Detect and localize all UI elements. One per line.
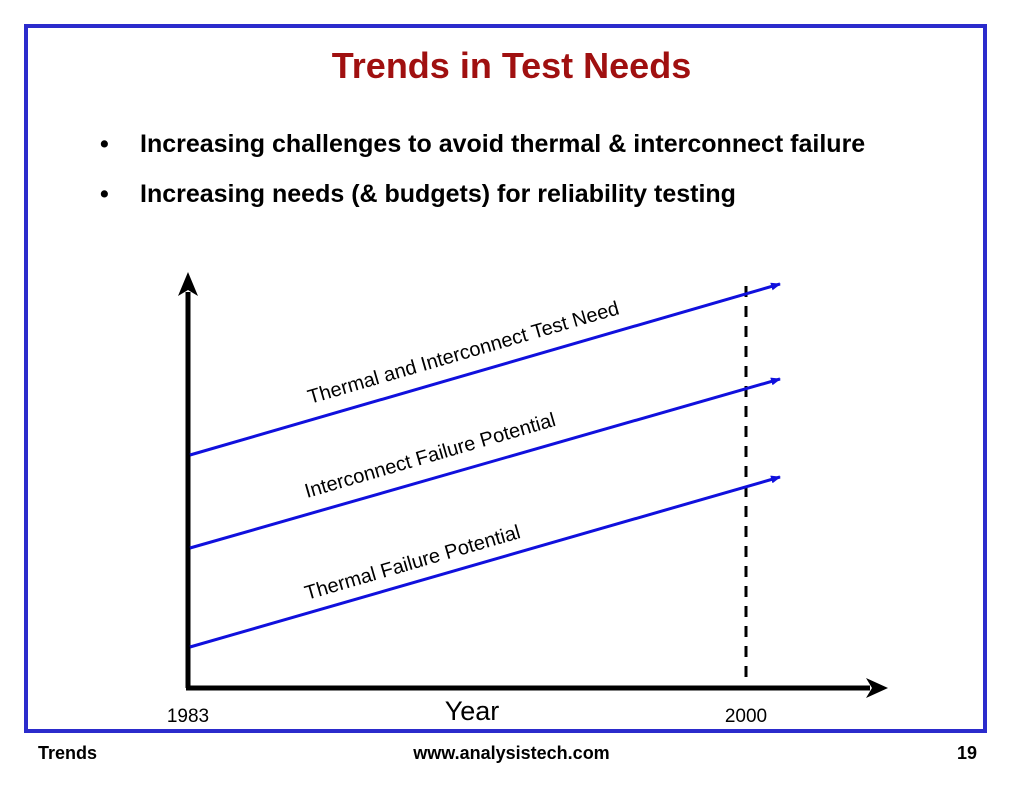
label-test-need: Thermal and Interconnect Test Need (305, 298, 621, 409)
trend-line-test-need (189, 282, 781, 457)
slide-title: Trends in Test Needs (331, 45, 692, 86)
bullet-list: • Increasing challenges to avoid thermal… (100, 130, 865, 230)
x-axis-label: Year (445, 696, 500, 726)
bullet-marker: • (100, 130, 109, 158)
trend-line-interconnect (189, 377, 781, 550)
bullet-marker: • (100, 180, 109, 208)
footer-section-label: Trends (38, 743, 98, 763)
footer-website: www.analysistech.com (413, 743, 610, 763)
x-marker-label: 2000 (725, 706, 767, 727)
x-start-label: 1983 (167, 706, 209, 727)
bullet-text: Increasing needs (& budgets) for reliabi… (140, 180, 736, 208)
bullet-item: • Increasing challenges to avoid thermal… (100, 130, 865, 180)
x-axis-arrowhead (866, 678, 888, 698)
bullet-text: Increasing challenges to avoid thermal &… (140, 130, 866, 158)
bullet-item: • Increasing needs (& budgets) for relia… (100, 180, 865, 230)
slide-frame (24, 24, 987, 733)
label-interconnect-failure: Interconnect Failure Potential (302, 409, 558, 503)
y-axis-arrowhead (178, 272, 198, 296)
footer-page-number: 19 (956, 743, 977, 763)
label-thermal-failure: Thermal Failure Potential (302, 521, 523, 604)
trend-line-thermal (189, 475, 781, 649)
